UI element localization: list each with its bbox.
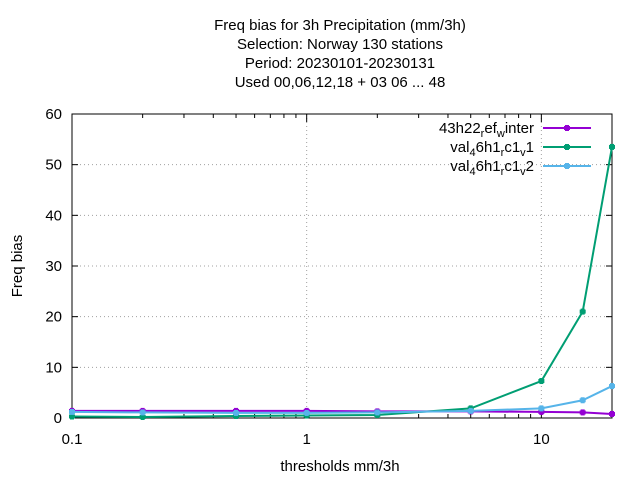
- y-tick-label: 60: [45, 106, 62, 123]
- legend-subscript: r: [501, 166, 505, 178]
- point-mark: [539, 405, 544, 412]
- data-point: [139, 409, 146, 416]
- tick-labels: 0 10 20 30 40 50 60 0.1 1 10: [45, 106, 549, 448]
- point-mark: [580, 409, 585, 416]
- legend-entry-3: val4​6h1r​c1v​2: [450, 158, 591, 178]
- data-point: [374, 409, 381, 416]
- y-tick-label: 30: [45, 258, 62, 275]
- legend-text: c1: [504, 158, 520, 175]
- data-point: [69, 408, 75, 415]
- data-point: [538, 405, 545, 412]
- point-mark: [539, 408, 544, 415]
- title-line-1: Selection: Norway 130 stations: [237, 36, 443, 53]
- legend-label: val4​6h1r​c1v​2: [450, 158, 534, 178]
- point-mark: [304, 409, 309, 416]
- legend-swatch-point: [565, 125, 569, 131]
- legend-swatch-point: [565, 144, 569, 150]
- legend-subscript: r: [481, 128, 485, 140]
- series-3: [69, 383, 615, 416]
- legend-subscript: v: [520, 166, 526, 178]
- legend-text: 6h1: [476, 158, 501, 175]
- point-mark: [234, 409, 239, 416]
- data-point: [609, 143, 615, 150]
- point-mark: [70, 408, 74, 415]
- legend-subscript: 4: [469, 147, 475, 159]
- data-point: [609, 410, 615, 417]
- point-mark: [468, 407, 473, 414]
- legend-text: 1: [526, 139, 534, 156]
- y-tick-label: 10: [45, 359, 62, 376]
- series-layer: [69, 143, 615, 420]
- data-point: [139, 413, 146, 420]
- legend-subscript: w: [496, 128, 505, 140]
- data-point: [579, 397, 586, 404]
- grid-layer: [72, 114, 612, 418]
- data-point: [233, 412, 240, 419]
- series-line: [71, 146, 613, 418]
- legend-text: val: [450, 158, 469, 175]
- title-line-2: Period: 20230101-20230131: [245, 55, 435, 72]
- point-mark: [375, 409, 380, 416]
- x-tick-label: 1: [303, 431, 311, 448]
- series-2: [69, 143, 615, 420]
- data-point: [233, 409, 240, 416]
- point-mark: [610, 383, 614, 390]
- data-point: [609, 383, 615, 390]
- x-tick-label: 10: [533, 431, 550, 448]
- title-line-0: Freq bias for 3h Precipitation (mm/3h): [214, 17, 466, 34]
- data-point: [69, 413, 75, 420]
- legend-text: 6h1: [476, 139, 501, 156]
- x-tick-label: 0.1: [62, 431, 83, 448]
- legend-entry-1: 43h22r​efw​inter: [439, 120, 591, 140]
- series-line: [71, 385, 613, 414]
- point-mark: [539, 378, 544, 385]
- legend-entry-2: val4​6h1r​c1v​1: [450, 139, 591, 159]
- data-point: [579, 409, 586, 416]
- legend-label: 43h22r​efw​inter: [439, 120, 534, 140]
- point-mark: [140, 409, 145, 416]
- legend-subscript: r: [501, 147, 505, 159]
- legend-text: ef: [484, 120, 497, 137]
- point-mark: [234, 412, 239, 419]
- y-tick-label: 40: [45, 207, 62, 224]
- data-point: [467, 407, 474, 414]
- point-mark: [140, 413, 145, 420]
- chart-title: Freq bias for 3h Precipitation (mm/3h) Se…: [214, 17, 466, 91]
- data-point: [538, 378, 545, 385]
- y-tick-label: 50: [45, 157, 62, 174]
- point-mark: [580, 308, 585, 315]
- data-point: [579, 308, 586, 315]
- legend: 43h22r​efw​interval4​6h1r​c1v​1val4​6h1r…: [439, 120, 591, 178]
- legend-subscript: v: [520, 147, 526, 159]
- y-tick-label: 20: [45, 309, 62, 326]
- title-line-3: Used 00,06,12,18 + 03 06 ... 48: [235, 74, 446, 91]
- legend-text: inter: [505, 120, 534, 137]
- point-mark: [610, 410, 614, 417]
- y-axis-label: Freq bias: [9, 235, 26, 298]
- legend-text: 43h22: [439, 120, 481, 137]
- legend-text: c1: [504, 139, 520, 156]
- y-tick-label: 0: [54, 410, 62, 427]
- legend-label: val4​6h1r​c1v​1: [450, 139, 534, 159]
- data-point: [538, 408, 545, 415]
- point-mark: [580, 397, 585, 404]
- legend-text: 2: [526, 158, 534, 175]
- legend-text: val: [450, 139, 469, 156]
- legend-subscript: 4: [469, 166, 475, 178]
- x-axis-label: thresholds mm/3h: [280, 458, 399, 475]
- point-mark: [610, 143, 614, 150]
- legend-swatch-point: [565, 163, 569, 169]
- point-mark: [70, 413, 74, 420]
- data-point: [303, 409, 310, 416]
